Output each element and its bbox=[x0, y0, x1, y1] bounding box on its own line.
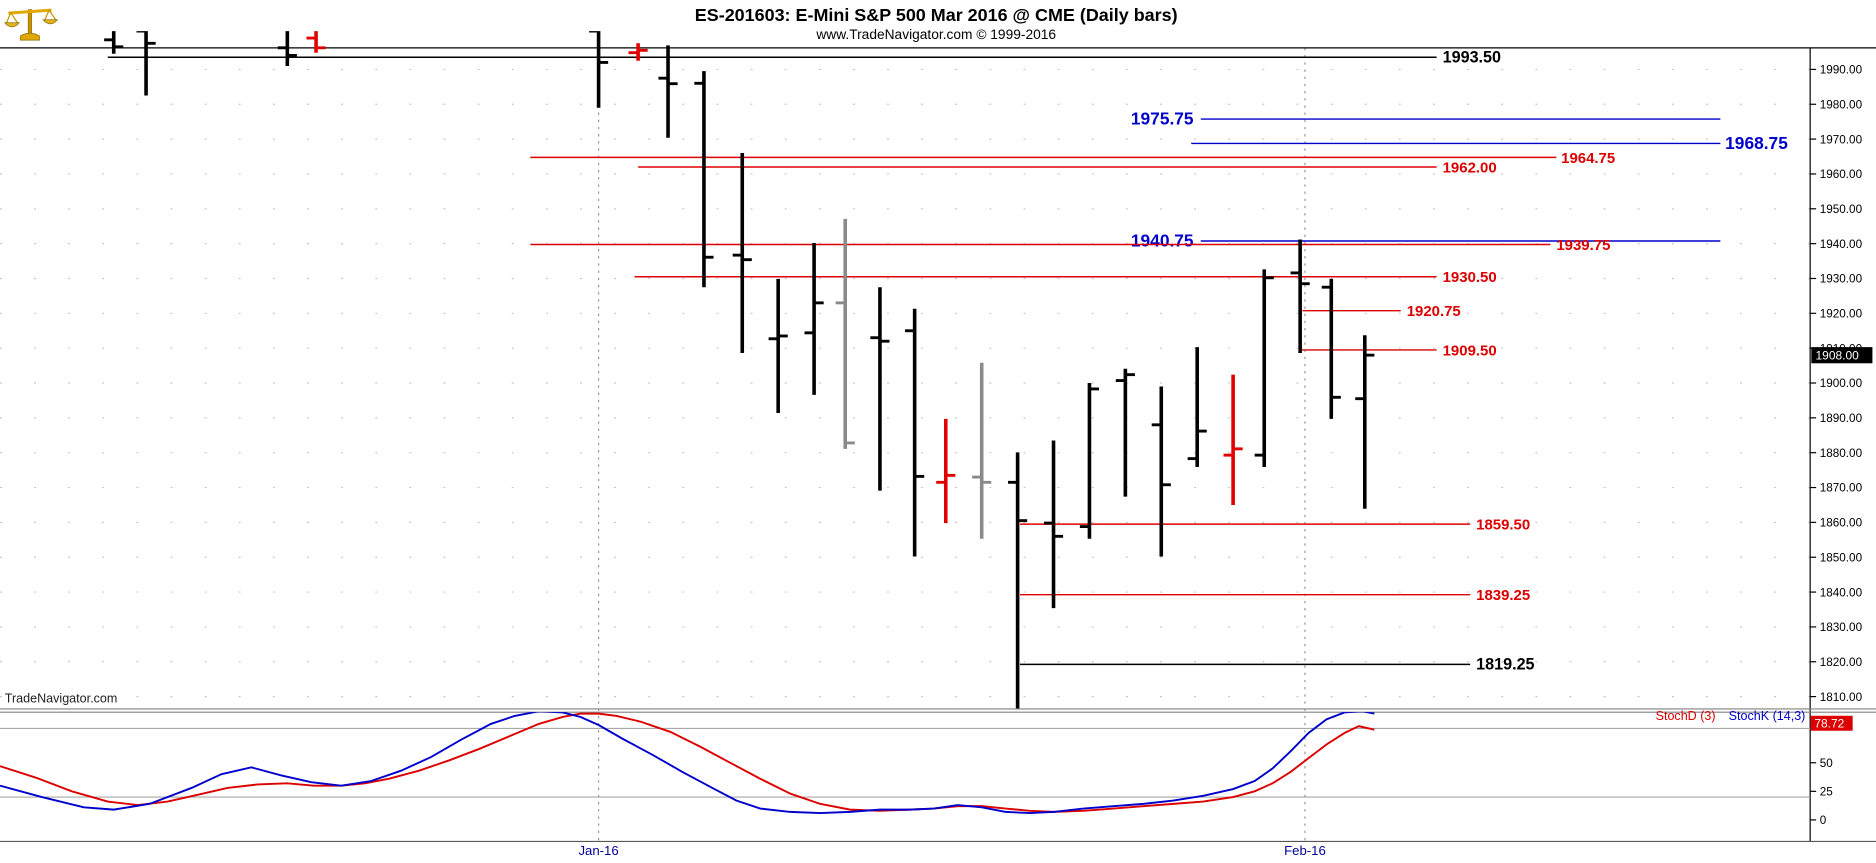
chart-title: ES-201603: E-Mini S&P 500 Mar 2016 @ CME… bbox=[695, 5, 1178, 25]
price-axis-label: 1870.00 bbox=[1820, 482, 1863, 495]
level-price-label: 1940.75 bbox=[1131, 230, 1194, 250]
ohlc-bar bbox=[870, 287, 890, 491]
level-price-label: 1920.75 bbox=[1407, 303, 1461, 320]
stochk-label: StochK (14,3) bbox=[1729, 709, 1806, 723]
watermark: TradeNavigator.com bbox=[5, 692, 118, 706]
date-gridlines: Jan-16 Feb-16 bbox=[578, 47, 1326, 858]
last-price-badge-bg bbox=[1811, 347, 1873, 364]
date-axis-label: Feb-16 bbox=[1284, 843, 1326, 858]
stochk-line bbox=[0, 712, 1375, 815]
price-axis-label: 1890.00 bbox=[1820, 412, 1863, 425]
logo-beam bbox=[8, 8, 52, 15]
logo-chain bbox=[6, 12, 12, 23]
ohlc-bar bbox=[905, 308, 925, 557]
ohlc-bar bbox=[628, 43, 648, 61]
ohlc-bar bbox=[732, 153, 752, 354]
ohlc-bar bbox=[768, 278, 788, 413]
stochastic-axis: 50 25 0 bbox=[1810, 757, 1833, 827]
last-price-badge-text: 1908.00 bbox=[1816, 349, 1860, 363]
price-axis-label: 1840.00 bbox=[1820, 586, 1863, 599]
price-axis-label: 1850.00 bbox=[1820, 551, 1863, 564]
price-axis-label: 1920.00 bbox=[1820, 308, 1863, 321]
stoch-axis-label: 25 bbox=[1820, 786, 1834, 799]
ohlc-bar bbox=[658, 45, 678, 138]
level-price-label: 1819.25 bbox=[1476, 656, 1534, 674]
ohlc-bar bbox=[835, 218, 855, 449]
price-axis-label: 1820.00 bbox=[1820, 656, 1863, 669]
level-price-label: 1939.75 bbox=[1556, 237, 1610, 254]
ohlc-bar bbox=[1079, 383, 1100, 539]
ohlc-bar bbox=[804, 242, 824, 395]
daily-bars bbox=[104, 31, 1375, 709]
price-axis-label: 1980.00 bbox=[1820, 98, 1863, 111]
price-axis-label: 1810.00 bbox=[1820, 691, 1863, 704]
logo-chain bbox=[48, 9, 57, 21]
stoch-value-badge: 78.72 bbox=[1810, 715, 1853, 731]
price-axis: 1990.00 1980.00 1970.00 1960.00 1950.00 1940.… bbox=[1810, 64, 1863, 704]
ohlc-bar bbox=[1321, 278, 1341, 419]
logo-chain bbox=[44, 9, 50, 20]
ohlc-bar bbox=[104, 31, 124, 54]
level-price-label: 1993.50 bbox=[1443, 49, 1501, 67]
last-price-badge: 1908.00 bbox=[1811, 347, 1873, 364]
level-price-label: 1859.50 bbox=[1476, 517, 1530, 534]
logo-base bbox=[19, 32, 40, 41]
ohlc-bar bbox=[1043, 440, 1064, 609]
ohlc-bar bbox=[1254, 269, 1274, 467]
price-axis-label: 1960.00 bbox=[1820, 168, 1863, 181]
stochd-line bbox=[0, 712, 1375, 813]
stochastic-pane bbox=[0, 712, 1811, 815]
price-axis-label: 1940.00 bbox=[1820, 238, 1863, 251]
price-axis-label: 1880.00 bbox=[1820, 447, 1863, 460]
ohlc-bar bbox=[306, 31, 326, 53]
price-axis-label: 1950.00 bbox=[1820, 203, 1863, 216]
level-price-label: 1975.75 bbox=[1131, 108, 1194, 128]
ohlc-bar bbox=[1355, 335, 1375, 509]
ohlc-bar bbox=[1187, 347, 1207, 467]
ohlc-bar bbox=[1151, 386, 1171, 557]
ohlc-bar bbox=[694, 71, 714, 288]
level-price-label: 1962.00 bbox=[1443, 159, 1497, 176]
price-axis-label: 1990.00 bbox=[1820, 64, 1863, 77]
ohlc-bar bbox=[1223, 374, 1243, 505]
stochd-label: StochD (3) bbox=[1656, 709, 1716, 723]
support-resistance-levels: 1993.50 1975.75 1968.75 1964.75 1962.00 1940.… bbox=[107, 49, 1788, 674]
price-axis-label: 1900.00 bbox=[1820, 377, 1863, 390]
price-axis-label: 1970.00 bbox=[1820, 133, 1863, 146]
price-axis-label: 1860.00 bbox=[1820, 517, 1863, 530]
ohlc-bar bbox=[1115, 368, 1135, 497]
ohlc-bar bbox=[136, 31, 156, 96]
tradenavigator-logo-icon bbox=[4, 8, 59, 41]
date-axis-label: Jan-16 bbox=[578, 843, 618, 858]
ohlc-bar bbox=[1008, 452, 1028, 709]
logo-chain bbox=[10, 12, 18, 24]
level-price-label: 1909.50 bbox=[1443, 342, 1497, 359]
ohlc-bar bbox=[936, 418, 956, 524]
price-axis-label: 1930.00 bbox=[1820, 273, 1863, 286]
ohlc-bar bbox=[1290, 239, 1310, 354]
chart-subtitle: www.TradeNavigator.com © 1999-2016 bbox=[815, 27, 1056, 42]
level-price-label: 1839.25 bbox=[1476, 587, 1530, 604]
logo-right-pan bbox=[42, 19, 59, 25]
ohlc-bar bbox=[972, 362, 992, 539]
level-price-label: 1968.75 bbox=[1725, 133, 1788, 153]
stoch-axis-label: 50 bbox=[1820, 757, 1834, 770]
stoch-value-badge-bg bbox=[1810, 715, 1853, 731]
logo-left-pan bbox=[4, 22, 20, 28]
logo-post bbox=[27, 9, 33, 37]
price-axis-label: 1830.00 bbox=[1820, 621, 1863, 634]
ohlc-bar bbox=[589, 31, 609, 108]
stoch-axis-label: 0 bbox=[1820, 814, 1827, 827]
price-gridlines bbox=[0, 68, 1811, 698]
level-price-label: 1930.50 bbox=[1443, 269, 1497, 286]
ohlc-bar bbox=[277, 31, 297, 66]
level-price-label: 1964.75 bbox=[1561, 150, 1615, 167]
stoch-value-badge-text: 78.72 bbox=[1814, 717, 1844, 731]
